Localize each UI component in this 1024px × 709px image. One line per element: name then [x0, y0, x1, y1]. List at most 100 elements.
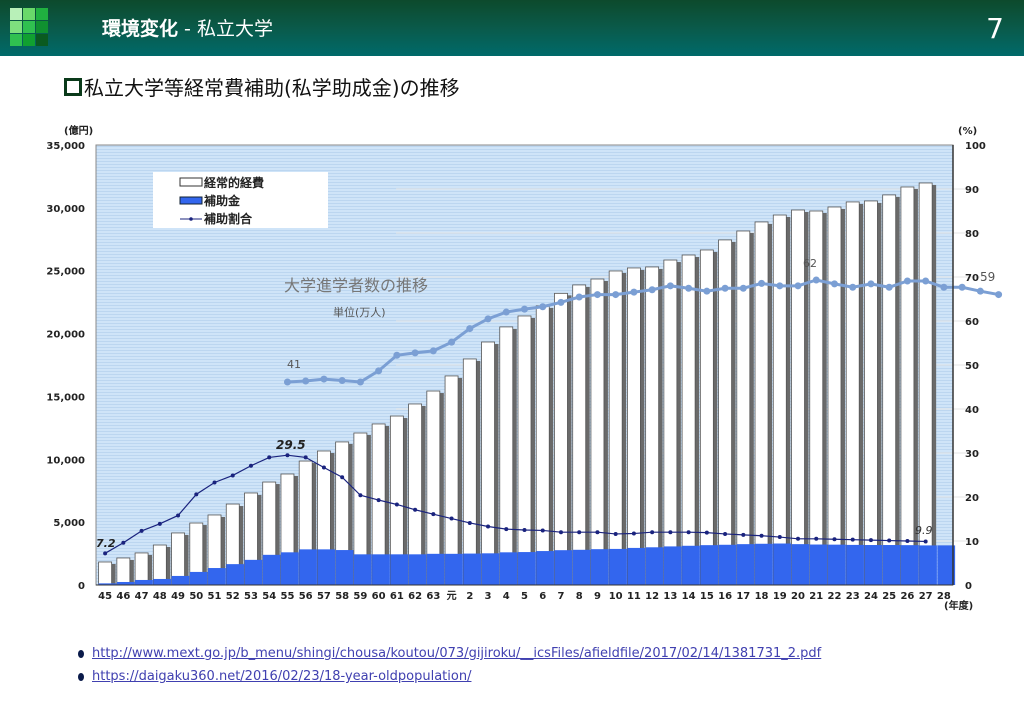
population-point	[484, 315, 492, 323]
ratio-point	[631, 531, 636, 536]
expense-bar-shadow	[385, 425, 390, 585]
x-axis-tick-label: 11	[627, 591, 641, 602]
population-point	[995, 291, 1003, 299]
population-point	[958, 283, 966, 291]
x-axis-tick-label: 9	[594, 591, 601, 602]
source-link-mext[interactable]: http://www.mext.go.jp/b_menu/shingi/chou…	[92, 646, 822, 661]
ratio-point	[759, 533, 764, 538]
ratio-label-peak: 29.5	[276, 438, 306, 452]
ratio-label-first: 7.2	[96, 537, 116, 550]
subsidy-bar	[353, 554, 372, 585]
subsidy-bar	[755, 543, 773, 585]
expense-bar	[864, 200, 878, 586]
ratio-point	[595, 530, 600, 535]
ratio-point	[321, 465, 326, 470]
ratio-point	[194, 492, 199, 497]
x-axis-tick-label: 6	[539, 591, 546, 602]
left-axis-tick-label: 35,000	[46, 141, 85, 152]
x-axis-tick-label: 48	[153, 591, 167, 602]
expense-bar-shadow	[786, 217, 791, 585]
ratio-point	[723, 531, 728, 536]
expense-bar-shadow	[695, 257, 700, 585]
expense-bar-shadow	[676, 262, 681, 585]
expense-bar	[845, 201, 860, 586]
expense-bar-shadow	[585, 286, 590, 585]
population-point	[393, 351, 401, 359]
ratio-point	[467, 520, 472, 525]
expense-bar-shadow	[512, 328, 517, 585]
expense-bar-shadow	[148, 554, 153, 585]
expense-bar-shadow	[859, 203, 864, 585]
expense-bar-shadow	[913, 188, 918, 585]
expense-bar-shadow	[877, 202, 882, 585]
expense-bar-shadow	[768, 223, 773, 586]
subsidy-bar	[299, 549, 317, 585]
subsidy-bar	[463, 553, 482, 585]
legend: 経常的経費 補助金 補助割合	[153, 172, 328, 228]
subsidy-bar	[372, 554, 390, 585]
expense-bar	[900, 186, 915, 586]
right-axis-tick-label: 90	[965, 185, 979, 196]
x-axis-tick-label: 28	[937, 591, 951, 602]
x-axis-tick-label: 49	[171, 591, 185, 602]
x-axis-tick-label: 10	[609, 591, 623, 602]
population-point	[502, 308, 510, 316]
x-axis-tick-label: 60	[372, 591, 386, 602]
ratio-point	[850, 537, 855, 542]
legend-label-subsidy: 補助金	[203, 193, 241, 208]
x-axis-tick-label: 51	[208, 591, 222, 602]
ratio-label-last: 9.9	[915, 524, 933, 537]
ratio-point	[358, 493, 363, 498]
left-axis-tick-label: 0	[78, 581, 85, 592]
expense-bar-shadow	[567, 295, 572, 585]
subsidy-bar	[736, 544, 755, 585]
expense-bar-shadow	[749, 232, 754, 585]
ratio-point	[887, 538, 892, 543]
x-axis-tick-label: 21	[809, 591, 823, 602]
source-link-daigaku360[interactable]: https://daigaku360.net/2016/02/23/18-yea…	[92, 669, 472, 684]
ratio-point	[431, 512, 436, 517]
expense-bar-shadow	[293, 475, 298, 585]
subsidy-bar	[609, 548, 627, 585]
x-axis-tick-label: 59	[353, 591, 367, 602]
expense-bar-shadow	[312, 463, 317, 585]
x-axis-tick-label: 14	[682, 591, 696, 602]
ratio-point	[832, 537, 837, 542]
left-axis-tick-label: 15,000	[46, 392, 85, 403]
subsidy-bar	[116, 581, 135, 585]
expense-bar	[590, 278, 605, 586]
ratio-point	[741, 532, 746, 537]
ratio-point	[176, 513, 181, 518]
subsidy-bar	[718, 544, 737, 585]
x-axis-tick-label: 45	[98, 591, 112, 602]
right-axis-tick-label: 70	[965, 273, 979, 284]
population-label-last: 59	[980, 270, 995, 284]
bullet-icon	[78, 672, 84, 681]
subsidy-bar	[937, 545, 956, 585]
expense-bar	[627, 267, 641, 586]
x-axis-tick-label: 25	[882, 591, 896, 602]
population-point	[539, 303, 547, 311]
x-axis-tick-label: 15	[700, 591, 714, 602]
population-point	[903, 277, 911, 285]
population-point	[940, 283, 948, 291]
expense-bar	[116, 557, 131, 586]
right-axis-tick-label: 30	[965, 449, 979, 460]
legend-marker-ratio	[189, 217, 193, 221]
expense-bar-shadow	[330, 452, 335, 585]
subsidy-bar	[98, 583, 117, 585]
x-axis-tick-label: 24	[864, 591, 878, 602]
right-axis-tick-label: 10	[965, 537, 979, 548]
legend-label-ratio: 補助割合	[203, 211, 253, 226]
x-axis-tick-label: 27	[919, 591, 933, 602]
expense-bar	[499, 326, 514, 586]
expense-bar-shadow	[822, 213, 827, 585]
population-point	[575, 293, 583, 301]
ratio-point	[285, 453, 290, 458]
subsidy-bar	[189, 571, 208, 585]
expense-bar-shadow	[640, 269, 645, 585]
expense-bar-shadow	[257, 494, 262, 585]
right-axis-tick-label: 100	[965, 141, 986, 152]
left-axis-title: (億円)	[64, 124, 93, 137]
